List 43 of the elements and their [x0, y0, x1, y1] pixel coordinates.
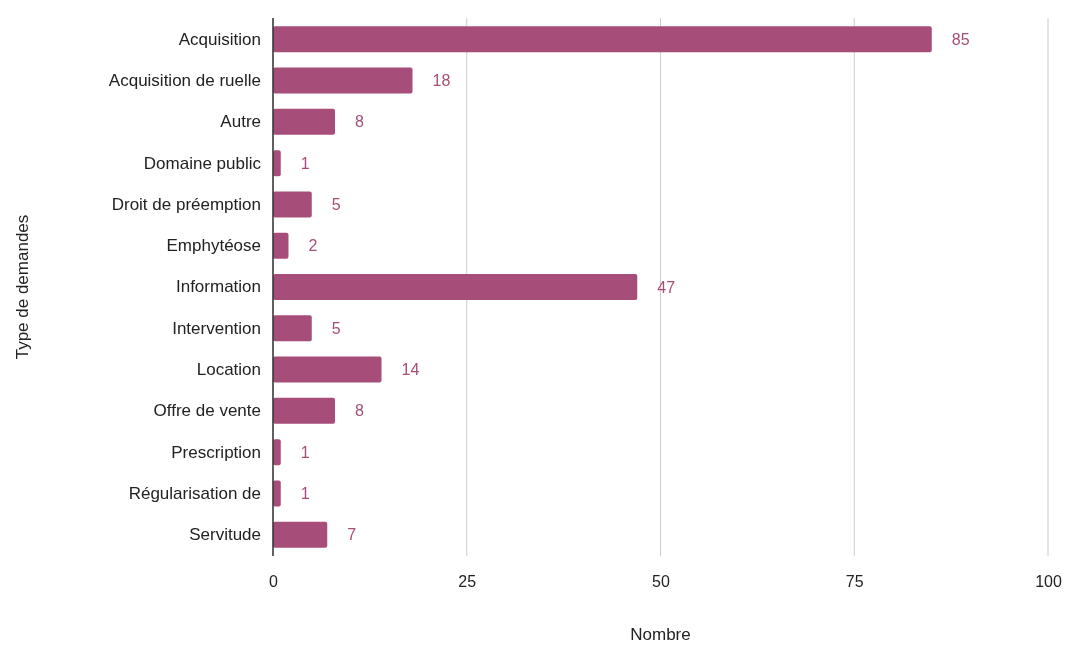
bar: [273, 108, 335, 135]
x-axis-title: Nombre: [630, 625, 691, 644]
data-label: 1: [300, 485, 310, 503]
y-tick-label: Intervention: [172, 318, 261, 338]
x-tick-label: 50: [652, 573, 670, 591]
bar: [273, 521, 328, 548]
data-label: 5: [331, 319, 341, 337]
y-tick-label: Prescription: [171, 442, 261, 462]
bar: [273, 315, 312, 342]
data-label: 7: [347, 526, 357, 544]
x-tick-label: 25: [458, 573, 477, 591]
data-label: 5: [331, 196, 341, 214]
y-tick-label: Domaine public: [143, 153, 262, 173]
bar: [273, 273, 638, 301]
data-label: 8: [355, 402, 364, 420]
y-tick-label: Régularisation de: [128, 483, 261, 503]
data-label: 18: [432, 72, 451, 90]
y-tick-label: Emphytéose: [166, 236, 261, 256]
y-tick-label: Droit de préemption: [111, 194, 261, 214]
x-tick-label: 100: [1035, 573, 1062, 591]
y-tick-label: Acquisition: [178, 29, 261, 49]
bar: [273, 191, 312, 218]
y-tick-label: Information: [175, 277, 261, 297]
bar: [273, 26, 932, 53]
y-tick-label: Offre de vente: [153, 401, 261, 421]
y-tick-label: Acquisition de ruelle: [108, 70, 261, 90]
y-tick-label: Servitude: [189, 525, 261, 545]
x-tick-label: 0: [269, 573, 279, 591]
y-tick-label: Location: [196, 360, 261, 380]
y-axis-title: Type de demandes: [13, 214, 32, 360]
data-label: 14: [401, 361, 420, 379]
x-tick-label: 75: [845, 573, 864, 591]
data-label: 85: [951, 30, 970, 48]
bar: [273, 356, 382, 383]
data-label: 1: [300, 443, 310, 461]
data-label: 47: [657, 278, 676, 296]
data-label: 2: [308, 237, 318, 255]
bar: [273, 67, 413, 94]
bar: [273, 397, 335, 424]
data-label: 8: [355, 113, 364, 131]
bar: [273, 232, 289, 259]
data-label: 1: [300, 154, 310, 172]
y-tick-label: Autre: [220, 112, 261, 132]
